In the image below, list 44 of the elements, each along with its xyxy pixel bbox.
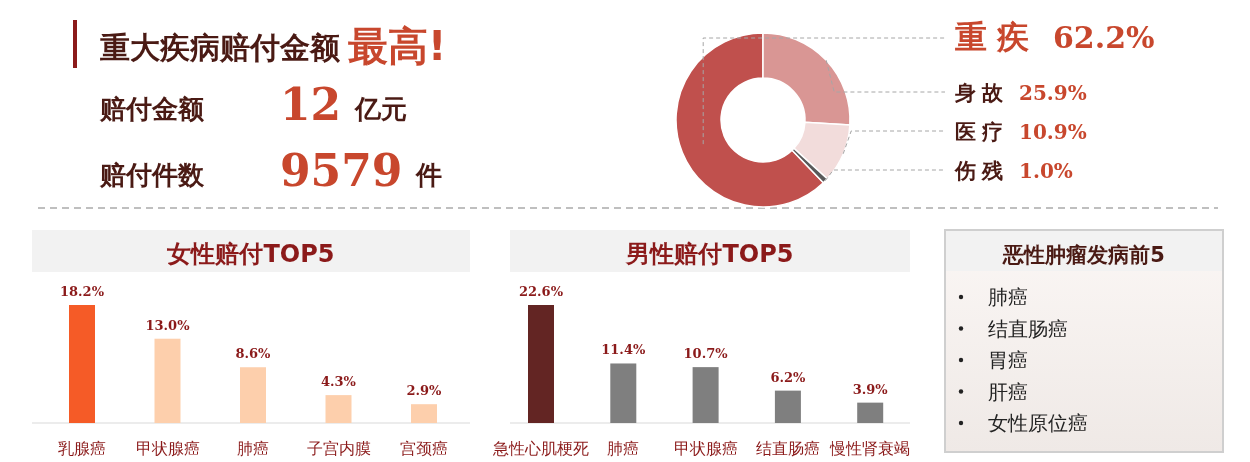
value-label: 2.9% <box>406 383 442 399</box>
annotation: 最高! <box>348 23 447 69</box>
value-label: 8.6% <box>235 346 271 362</box>
value-label: 3.9% <box>852 381 888 397</box>
label: 伤残 <box>955 159 1009 183</box>
value-label: 22.6% <box>519 284 563 299</box>
tick-label: 甲状腺癌 <box>673 439 738 458</box>
annotation: 女性原位癌 <box>988 411 1088 435</box>
value-label: 25.9% <box>1019 81 1087 105</box>
label: 医疗 <box>955 120 1009 144</box>
annotation: 12 <box>280 79 342 130</box>
title: 女性赔付TOP5 <box>167 240 335 268</box>
annotation: 肝癌 <box>988 379 1028 404</box>
value-label: 1.0% <box>1019 159 1073 183</box>
tick-label: 甲状腺癌 <box>135 439 200 458</box>
annotation: 件 <box>416 160 443 190</box>
tick-label: 肺癌 <box>237 439 269 458</box>
title: 恶性肿瘤发病前5 <box>1003 243 1165 267</box>
value-label: 10.7% <box>683 346 728 362</box>
tick-label: 宫颈癌 <box>400 439 448 458</box>
label: 重疾 <box>955 18 1039 56</box>
label: 身故 <box>955 81 1009 105</box>
annotation: 胃癌 <box>988 348 1028 372</box>
annotation: 9579 <box>280 145 403 196</box>
annotation: 亿元 <box>355 94 408 124</box>
value-label: 18.2% <box>60 284 104 299</box>
tick-label: 急性心肌梗死 <box>493 439 589 458</box>
value-label: 10.9% <box>1019 120 1087 144</box>
tick-label: 乳腺癌 <box>58 439 106 458</box>
tick-label: 肺癌 <box>607 439 640 458</box>
value-label: 13.0% <box>145 317 190 333</box>
tick-label: 子宫内膜 <box>306 439 371 458</box>
annotation: 赔付金额 <box>100 94 204 124</box>
value-label: 62.2% <box>1053 20 1155 55</box>
title: 男性赔付TOP5 <box>626 240 794 268</box>
value-label: 11.4% <box>601 342 646 358</box>
tick-label: 慢性肾衰竭 <box>830 439 911 458</box>
value-label: 6.2% <box>770 369 806 385</box>
annotation: 结直肠癌 <box>988 316 1068 341</box>
title: 重大疾病赔付金额 <box>100 30 340 65</box>
value-label: 4.3% <box>321 374 356 390</box>
annotation: 肺癌 <box>988 285 1028 309</box>
tick-label: 结直肠癌 <box>755 439 820 458</box>
annotation: 赔付件数 <box>100 160 204 190</box>
